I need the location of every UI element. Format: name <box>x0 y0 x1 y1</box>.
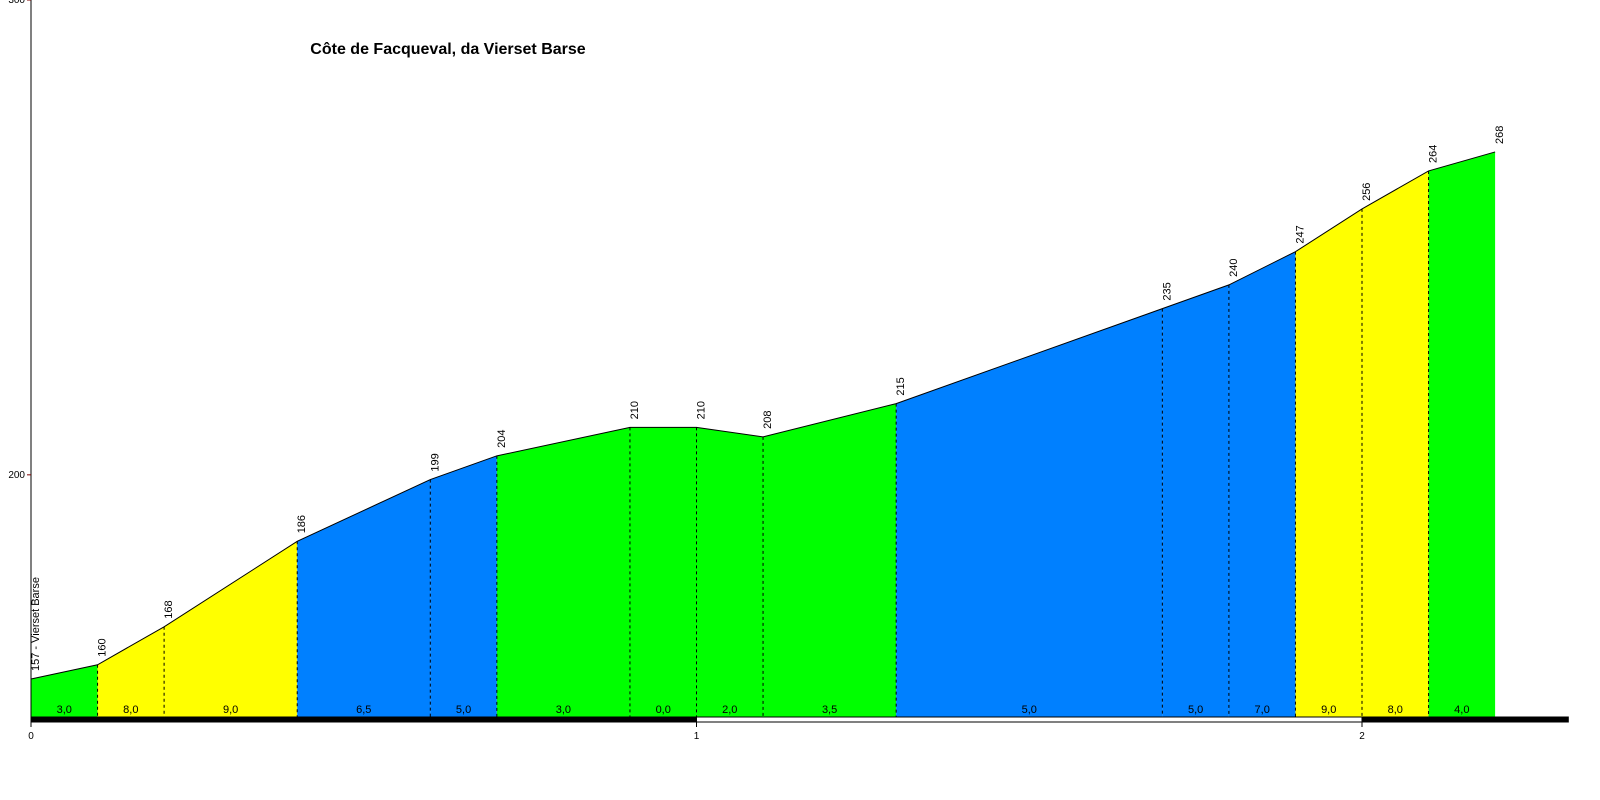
km-bar <box>1361 716 1569 723</box>
elevation-label: 160 <box>97 638 109 656</box>
elevation-label: 157 - Vierset Barse <box>30 577 42 671</box>
gradient-label: 0,0 <box>656 704 671 716</box>
elevation-label: 208 <box>762 410 774 428</box>
profile-segment <box>496 427 630 717</box>
elevation-label: 199 <box>429 453 441 471</box>
elevation-label: 168 <box>163 600 175 618</box>
profile-segment <box>896 308 1163 717</box>
profile-line <box>30 151 1496 680</box>
gradient-label: 8,0 <box>123 704 138 716</box>
elevation-label: 210 <box>696 401 708 419</box>
gradient-label: 2,0 <box>722 704 737 716</box>
profile-segment <box>629 427 697 717</box>
gradient-label: 4,0 <box>1454 704 1469 716</box>
profile-segment <box>1428 151 1496 717</box>
x-tick-label: 2 <box>1359 731 1365 742</box>
profile-segment <box>1162 284 1229 717</box>
y-tick-label: 300 <box>8 0 25 6</box>
x-tick-label: 1 <box>694 731 700 742</box>
elevation-label: 235 <box>1161 282 1173 300</box>
gradient-label: 6,5 <box>356 704 371 716</box>
profile-segment <box>1228 251 1296 718</box>
profile-segment <box>164 541 298 717</box>
gradient-label: 3,0 <box>57 704 72 716</box>
gradient-label: 5,0 <box>1188 704 1203 716</box>
elevation-label: 240 <box>1228 259 1240 277</box>
elevation-label: 186 <box>296 515 308 533</box>
gradient-label: 5,0 <box>456 704 471 716</box>
gradient-label: 7,0 <box>1255 704 1270 716</box>
elevation-label: 256 <box>1361 183 1373 201</box>
profile-segment <box>763 403 897 717</box>
elevation-label: 215 <box>895 377 907 395</box>
km-bar <box>30 716 697 723</box>
profile-segment <box>31 664 98 717</box>
x-tick-label: 0 <box>28 731 34 742</box>
gradient-label: 5,0 <box>1022 704 1037 716</box>
chart-title: Côte de Facqueval, da Vierset Barse <box>310 41 585 58</box>
elevation-label: 268 <box>1494 126 1506 144</box>
gradient-label: 9,0 <box>223 704 238 716</box>
gradient-label: 3,0 <box>556 704 571 716</box>
elevation-label: 204 <box>496 429 508 447</box>
profile-segment <box>696 427 764 717</box>
gradient-label: 9,0 <box>1321 704 1336 716</box>
gradient-label: 3,5 <box>822 704 837 716</box>
elevation-label: 247 <box>1294 225 1306 243</box>
profile-segment <box>1295 208 1362 717</box>
elevation-label: 264 <box>1428 145 1440 163</box>
profile-segment <box>97 626 165 717</box>
profile-segment <box>430 455 497 717</box>
profile-segment <box>1362 170 1429 717</box>
y-tick-label: 200 <box>8 470 25 481</box>
km-bar <box>696 716 1363 723</box>
elevation-label: 210 <box>629 401 641 419</box>
gradient-label: 8,0 <box>1388 704 1403 716</box>
profile-segment <box>297 479 431 717</box>
